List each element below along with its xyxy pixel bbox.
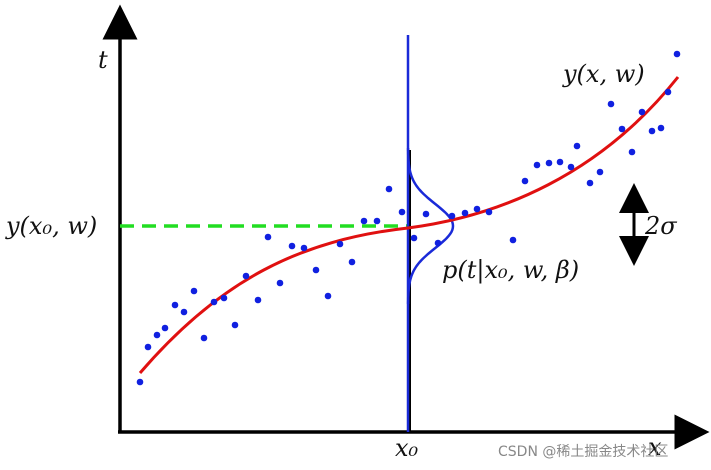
point [220, 294, 228, 302]
point [648, 127, 656, 135]
points [136, 50, 681, 386]
point [136, 378, 144, 386]
level-label: y(x₀, w) [5, 212, 97, 240]
point [190, 287, 198, 295]
point [276, 279, 284, 287]
point [434, 239, 442, 247]
point [360, 217, 368, 225]
density-curve [406, 148, 455, 304]
point [473, 205, 481, 213]
density-label: p(t|x₀, w, β) [442, 256, 579, 285]
point [485, 208, 493, 216]
x-label: x [648, 433, 662, 461]
watermark: CSDN @稀土掘金技术社区 [498, 444, 668, 460]
point [410, 234, 418, 242]
point [638, 108, 646, 116]
point [161, 324, 169, 332]
point [398, 208, 406, 216]
point [586, 179, 594, 187]
point [448, 212, 456, 220]
point [618, 125, 626, 133]
sigma-label: 2σ [644, 212, 677, 240]
point [348, 258, 356, 266]
point [200, 334, 208, 342]
point [210, 298, 218, 306]
point [300, 244, 308, 252]
t-label: t [98, 46, 108, 74]
point [336, 240, 344, 248]
point [521, 177, 529, 185]
point [264, 233, 272, 241]
point [607, 100, 615, 108]
point [556, 158, 564, 166]
point [657, 124, 665, 132]
point [242, 272, 250, 280]
point [312, 266, 320, 274]
point [664, 88, 672, 96]
point [180, 308, 188, 316]
point [385, 185, 393, 193]
point [254, 296, 262, 304]
point [231, 321, 239, 329]
point [673, 50, 681, 58]
point [324, 292, 332, 300]
point [373, 217, 381, 225]
point [533, 161, 541, 169]
point [461, 209, 469, 217]
regression-curve [138, 76, 680, 374]
point [628, 148, 636, 156]
point [573, 142, 581, 150]
point [422, 210, 430, 218]
point [545, 159, 553, 167]
x0-label: x₀ [395, 434, 419, 462]
point [596, 168, 604, 176]
point [153, 331, 161, 339]
point [567, 163, 575, 171]
point [509, 236, 517, 244]
point [171, 301, 179, 309]
point [144, 343, 152, 351]
curve-label: y(x, w) [562, 60, 645, 88]
point [288, 242, 296, 250]
